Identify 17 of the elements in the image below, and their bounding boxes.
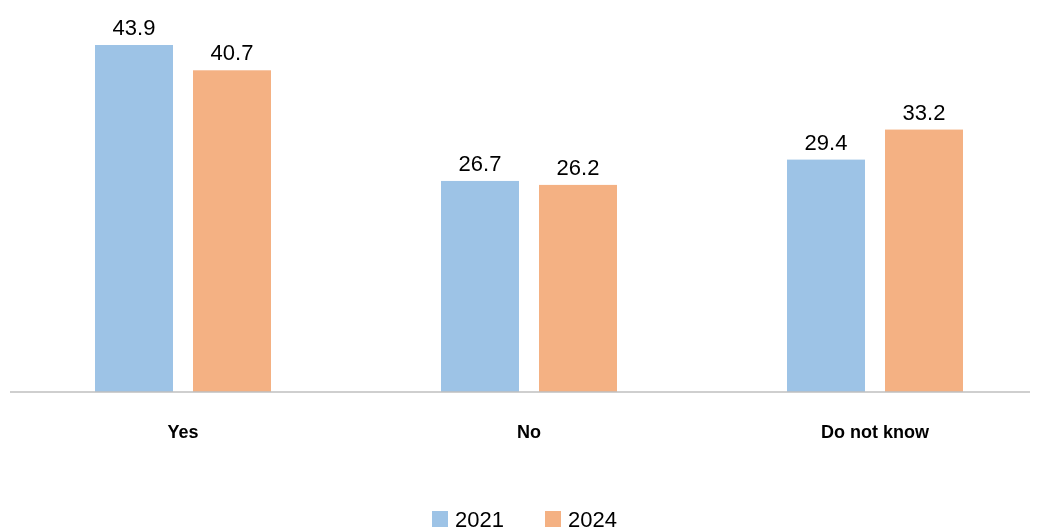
- data-label: 29.4: [804, 129, 848, 155]
- data-label: 26.2: [556, 154, 600, 180]
- bar: [539, 184, 617, 392]
- data-label: 40.7: [210, 40, 254, 66]
- data-label: 43.9: [112, 15, 156, 40]
- data-label: 26.7: [458, 150, 502, 176]
- bar: [885, 129, 963, 392]
- data-label: 33.2: [902, 99, 946, 125]
- legend-label: 2021: [455, 507, 504, 530]
- bar: [95, 45, 173, 392]
- x-tick-label: Do not know: [821, 422, 930, 442]
- legend-label: 2024: [568, 507, 617, 530]
- bar: [787, 159, 865, 392]
- x-tick-label: Yes: [167, 422, 199, 442]
- bar: [441, 180, 519, 392]
- bar: [193, 70, 271, 392]
- x-tick-label: No: [517, 422, 541, 442]
